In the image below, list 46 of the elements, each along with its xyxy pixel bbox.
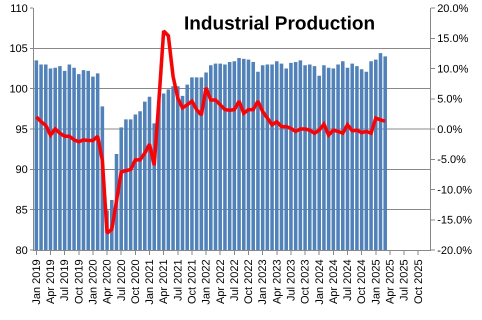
y-tick-label: 80 — [16, 244, 28, 257]
x-tick-label: Oct 2020 — [130, 259, 142, 304]
x-tick-label: Jul 2024 — [342, 259, 354, 301]
x-tick-label: Apr 2025 — [384, 259, 397, 304]
x-tick-label: Jul 2020 — [116, 259, 128, 301]
y-tick-label: 100 — [9, 84, 28, 96]
x-tick-label: Jan 2021 — [144, 259, 156, 305]
x-tick-label: Jan 2023 — [257, 259, 270, 305]
x-tick-label: Oct 2023 — [300, 259, 312, 304]
x-tick-label: Oct 2024 — [356, 259, 368, 304]
x-tick-label: Apr 2019 — [45, 259, 58, 304]
x-tick-label: Oct 2022 — [243, 259, 256, 304]
y-tick-label: 85 — [16, 204, 28, 217]
line-series — [34, 29, 387, 235]
y2-tick-label: -15.0% — [437, 214, 472, 227]
x-tick-label: Jul 2019 — [59, 259, 72, 301]
y-tick-label: 105 — [9, 43, 28, 56]
y2-tick-label: 20.0% — [437, 2, 469, 15]
y2-tick-label: -5.0% — [437, 154, 466, 166]
y-tick-label: 95 — [16, 124, 28, 136]
x-tick-label: Jan 2020 — [88, 259, 100, 305]
x-tick-label: Apr 2020 — [102, 259, 114, 304]
x-tick-label: Apr 2024 — [328, 259, 340, 304]
x-tick-label: Jan 2019 — [30, 259, 43, 305]
x-tick-label: Jan 2024 — [314, 259, 326, 305]
x-tick-label: Jul 2023 — [286, 259, 298, 301]
y2-tick-label: 5.0% — [437, 94, 462, 106]
x-tick-label: Oct 2025 — [412, 259, 425, 304]
x-tick-label: Oct 2021 — [186, 259, 199, 304]
y2-tick-label: 15.0% — [437, 33, 469, 46]
x-tick-label: Apr 2021 — [158, 259, 170, 304]
y2-tick-label: 0.0% — [437, 124, 462, 136]
x-tick-label: Jul 2021 — [172, 259, 184, 301]
y2-tick-label: -10.0% — [437, 184, 472, 196]
x-tick-label: Jan 2022 — [200, 259, 213, 305]
x-tick-label: Apr 2023 — [271, 259, 284, 304]
x-tick-label: Jul 2025 — [398, 259, 411, 301]
x-tick-label: Apr 2022 — [214, 259, 227, 304]
y-tick-label: 110 — [10, 2, 28, 15]
y2-tick-label: 10.0% — [437, 63, 469, 76]
x-tick-label: Jul 2022 — [228, 259, 241, 301]
y-tick-label: 90 — [16, 164, 28, 176]
x-tick-label: Oct 2019 — [73, 259, 86, 304]
x-tick-label: Jan 2025 — [370, 259, 382, 305]
y2-tick-label: -20.0% — [437, 244, 472, 257]
chart-title: Industrial Production — [184, 13, 376, 34]
